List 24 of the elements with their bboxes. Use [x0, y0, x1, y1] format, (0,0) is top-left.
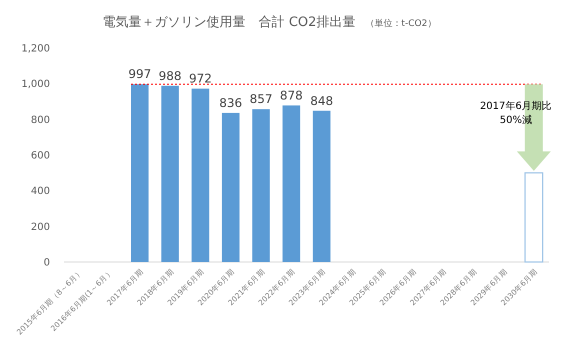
chart-subtitle: （単位：t-CO2） [365, 18, 436, 29]
data-label: 878 [280, 88, 303, 102]
annotation: 2017年6月期比 50%減 [480, 100, 552, 126]
data-label: 857 [250, 92, 272, 106]
bar [312, 110, 330, 262]
y-tick-label: 800 [30, 114, 50, 126]
data-label: 988 [158, 68, 182, 83]
bar [222, 112, 240, 262]
y-tick-label: 600 [30, 150, 50, 162]
bar [130, 84, 149, 262]
y-tick-label: 400 [30, 186, 50, 198]
bar [282, 105, 300, 262]
data-label: 972 [188, 72, 212, 86]
y-tick-label: 0 [44, 258, 50, 268]
y-tick-label: 1,000 [21, 79, 50, 90]
data-label: 848 [310, 94, 334, 108]
data-label: 997 [128, 67, 152, 82]
data-label: 836 [219, 96, 242, 110]
bar [161, 86, 179, 262]
bar [252, 109, 270, 262]
chart-title: 電気量＋ガソリン使用量 合計 CO2排出量 [102, 15, 356, 30]
bar [192, 88, 210, 262]
y-tick-label: 1,200 [21, 44, 50, 54]
y-tick-label: 200 [30, 222, 50, 233]
